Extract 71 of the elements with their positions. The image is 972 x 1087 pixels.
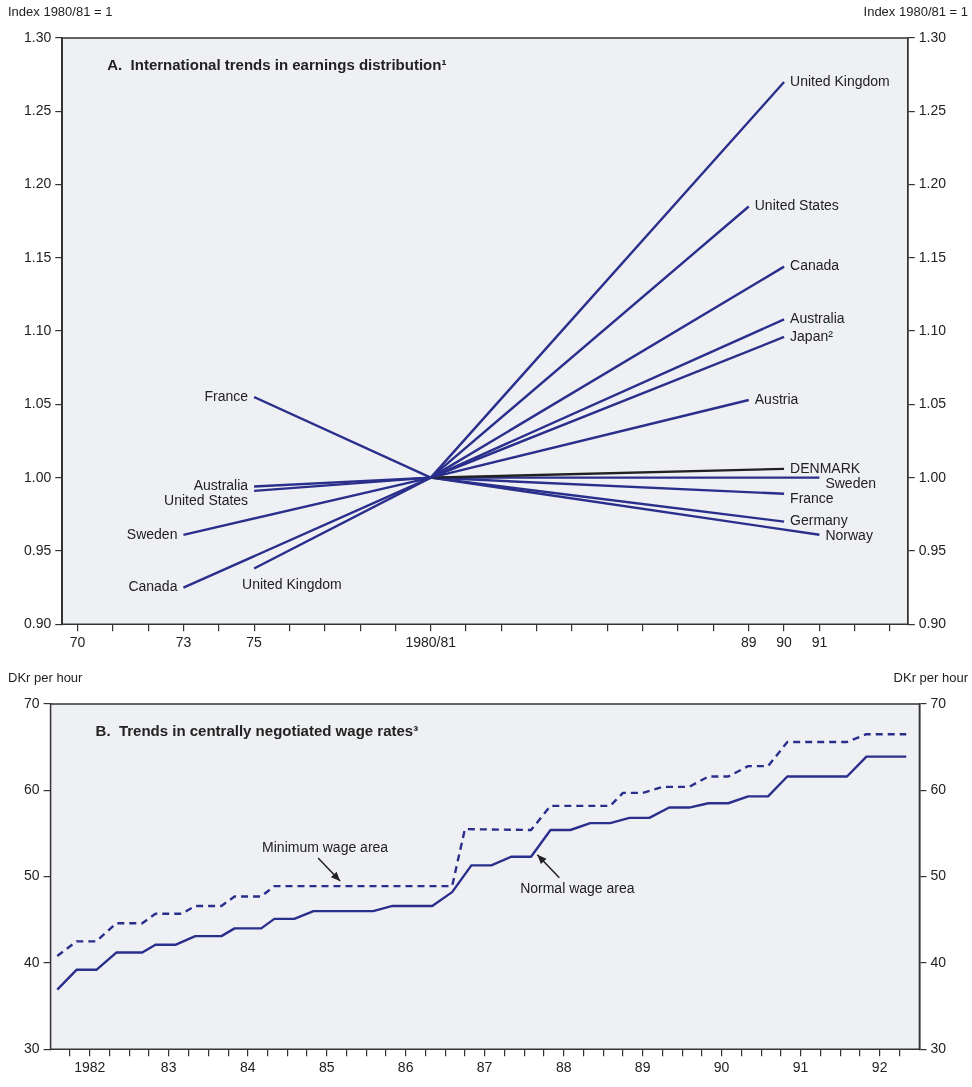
y-tick-label: 40 xyxy=(23,953,40,970)
y2-tick-label: 1.00 xyxy=(918,468,947,485)
y2-axis-title: Index 1980/81 = 1 xyxy=(863,4,968,19)
series-label: France xyxy=(204,387,249,404)
text: Australia xyxy=(790,310,845,327)
y-tick-label: 1.20 xyxy=(24,175,52,192)
x-tick-label: 90 xyxy=(776,634,793,651)
x-tick-label: 87 xyxy=(476,1059,493,1076)
x-tick-label: 84 xyxy=(239,1059,256,1076)
x-tick-label: 89 xyxy=(740,634,757,651)
y-tick-label: 60 xyxy=(23,781,40,798)
y-tick-label: 1.30 xyxy=(24,28,52,45)
text: United States xyxy=(164,492,249,509)
text: France xyxy=(790,489,834,506)
series-label: United Kingdom xyxy=(790,72,890,89)
x-tick-label: 1980/81 xyxy=(405,634,457,651)
y2-tick-label: 0.90 xyxy=(918,615,947,632)
x-tick-label: 73 xyxy=(175,634,192,651)
y2-tick-label: 50 xyxy=(930,867,947,884)
x-tick-label: 85 xyxy=(318,1059,335,1076)
x-tick-label: 89 xyxy=(634,1059,651,1076)
annotation: Normal wage area xyxy=(520,879,635,896)
text: Sweden xyxy=(825,474,877,491)
y2-tick-label: 0.95 xyxy=(918,541,947,558)
y2-axis-title: DKr per hour xyxy=(893,670,969,685)
y-tick-label: 1.05 xyxy=(24,395,52,412)
y-tick-label: 1.10 xyxy=(24,321,52,338)
x-tick-label: 91 xyxy=(811,634,828,651)
text: B. Trends in centrally negotiated wage rates³ xyxy=(95,722,419,739)
series-label: Japan² xyxy=(790,327,834,344)
x-tick-label: 92 xyxy=(871,1059,888,1076)
y-tick-label: 1.15 xyxy=(24,248,52,265)
y2-tick-label: 1.15 xyxy=(918,248,947,265)
annotation: Minimum wage area xyxy=(262,838,389,855)
y-tick-label: 1.00 xyxy=(24,468,52,485)
x-tick-label: 75 xyxy=(246,634,263,651)
y2-tick-label: 70 xyxy=(930,694,947,711)
series-label: Norway xyxy=(825,527,873,544)
y2-tick-label: 60 xyxy=(930,781,947,798)
x-tick-label: 88 xyxy=(555,1059,572,1076)
y-tick-label: 0.90 xyxy=(24,615,52,632)
series-label: Sweden xyxy=(126,525,178,542)
x-tick-label: 90 xyxy=(713,1059,730,1076)
y-axis-title: Index 1980/81 = 1 xyxy=(8,4,113,19)
y2-tick-label: 1.20 xyxy=(918,175,947,192)
y-tick-label: 70 xyxy=(23,694,40,711)
y2-tick-label: 30 xyxy=(930,1040,947,1057)
x-tick-label: 83 xyxy=(160,1059,177,1076)
text: Canada xyxy=(790,257,840,274)
text: A. International trends in earnings distribution¹ xyxy=(107,56,447,73)
y-tick-label: 1.25 xyxy=(24,102,52,119)
series-label: Austria xyxy=(754,390,799,407)
y-tick-label: 30 xyxy=(23,1040,40,1057)
text: United Kingdom xyxy=(242,576,342,593)
x-tick-label: 70 xyxy=(69,634,86,651)
y-tick-label: 0.95 xyxy=(24,541,52,558)
x-tick-label: 1982 xyxy=(74,1059,106,1076)
x-tick-label: 91 xyxy=(792,1059,809,1076)
y2-tick-label: 1.30 xyxy=(918,28,947,45)
y-axis-title: DKr per hour xyxy=(8,670,84,685)
series-label: DENMARK xyxy=(790,459,861,476)
series-label: United States xyxy=(754,197,839,214)
y-tick-label: 50 xyxy=(23,867,40,884)
y2-tick-label: 40 xyxy=(930,953,947,970)
series-label: Canada xyxy=(128,578,178,595)
series-label: Australia xyxy=(193,477,249,494)
y2-tick-label: 1.25 xyxy=(918,102,947,119)
x-tick-label: 86 xyxy=(397,1059,414,1076)
y2-tick-label: 1.05 xyxy=(918,395,947,412)
series-label: Germany xyxy=(790,512,848,529)
y2-tick-label: 1.10 xyxy=(918,321,947,338)
